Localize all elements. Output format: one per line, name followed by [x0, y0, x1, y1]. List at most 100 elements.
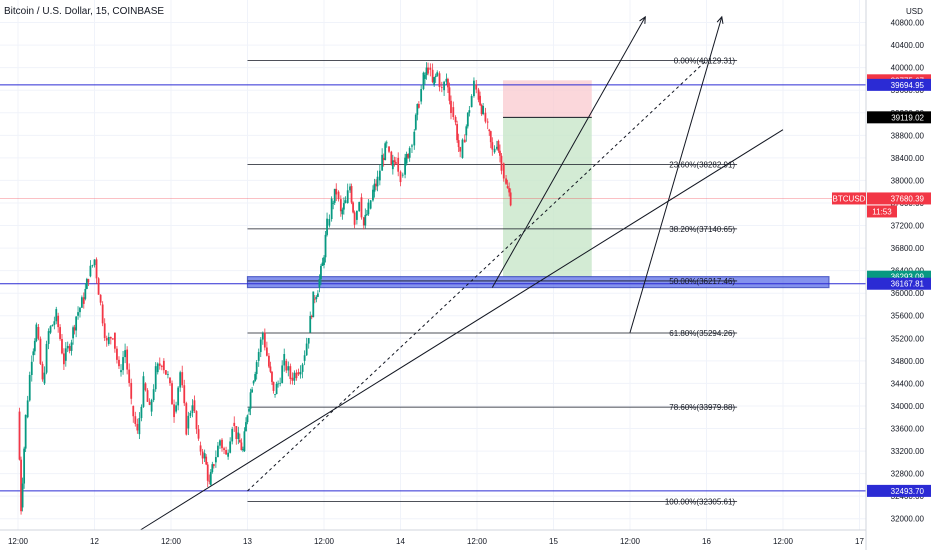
candle-body	[257, 352, 260, 361]
candle-body	[105, 337, 108, 341]
candle-body	[381, 154, 384, 171]
candle-body	[187, 415, 190, 429]
countdown-text: 11:53	[872, 207, 892, 216]
candle-body	[360, 197, 363, 218]
candle-body	[399, 171, 402, 183]
candle-body	[84, 288, 87, 299]
candle-body	[132, 405, 135, 417]
candle-body	[445, 78, 448, 82]
candle-body	[293, 372, 296, 381]
candle-body	[454, 116, 457, 123]
candle-body	[312, 291, 315, 318]
candle-body	[495, 146, 498, 149]
fib-level-label: 50.00%(36217.46)	[669, 277, 735, 286]
symbol-tag-text: BTCUSD	[833, 194, 866, 203]
candle-body	[330, 198, 333, 220]
candles-layer	[18, 62, 512, 515]
projection-arrow[interactable]	[491, 16, 646, 288]
trendline[interactable]	[140, 129, 784, 531]
candle-body	[456, 124, 459, 141]
candle-body	[318, 279, 321, 288]
candle-body	[189, 412, 192, 416]
candle-body	[89, 265, 92, 277]
candle-body	[80, 297, 83, 308]
candle-body	[142, 376, 145, 407]
candle-body	[299, 371, 302, 375]
candle-body	[376, 176, 379, 187]
candle-body	[225, 450, 227, 455]
candle-body	[249, 392, 252, 409]
candle-body	[126, 349, 129, 370]
candle-body	[475, 84, 478, 90]
candle-body	[310, 315, 313, 318]
candle-body	[297, 372, 300, 375]
candle-body	[434, 75, 437, 78]
fib-level-label: 38.20%(37140.65)	[669, 225, 735, 234]
candle-body	[103, 323, 106, 338]
fib-level-label: 78.60%(33979.88)	[669, 403, 735, 412]
candle-body	[277, 383, 279, 385]
candle-body	[378, 170, 381, 181]
candle-body	[33, 340, 36, 352]
candle-body	[51, 324, 54, 327]
projection-arrow[interactable]	[629, 16, 723, 333]
candle-body	[429, 67, 432, 70]
candle-body	[486, 121, 489, 123]
candle-body	[235, 426, 238, 440]
candle-body	[197, 429, 200, 439]
candle-body	[99, 294, 102, 303]
candle-body	[118, 359, 120, 367]
symbol-title[interactable]: Bitcoin / U.S. Dollar, 15, COINBASE	[4, 6, 164, 17]
candle-body	[57, 315, 60, 328]
drawings-layer[interactable]	[140, 15, 784, 531]
trendline[interactable]	[247, 60, 707, 492]
candle-body	[316, 293, 319, 297]
candle-body	[70, 342, 73, 351]
y-tick-label: 35200.00	[891, 334, 925, 343]
candle-body	[401, 174, 404, 176]
candle-body	[203, 453, 206, 459]
x-tick-label: 17	[855, 537, 864, 546]
candle-body	[502, 163, 505, 179]
candle-body	[353, 212, 356, 225]
arrow-head	[639, 15, 646, 24]
x-tick-label: 13	[243, 537, 252, 546]
fib-level-label: 0.00%(40129.31)	[674, 56, 736, 65]
candle-body	[369, 200, 372, 209]
zones-layer	[246, 80, 830, 289]
y-tick-label: 34400.00	[891, 379, 925, 388]
candle-body	[134, 416, 137, 424]
candle-body	[53, 321, 56, 325]
candle-body	[227, 452, 230, 457]
currency-label[interactable]: USD	[906, 7, 923, 16]
fib-level-label: 61.80%(35294.26)	[669, 329, 735, 338]
candle-body	[484, 112, 487, 122]
candle-body	[154, 366, 157, 390]
candle-body	[201, 451, 204, 459]
candle-body	[97, 278, 100, 295]
candle-body	[64, 348, 67, 361]
candle-body	[447, 78, 449, 88]
candle-body	[243, 431, 246, 452]
candle-body	[265, 347, 268, 356]
candle-body	[309, 315, 312, 333]
candle-body	[321, 262, 324, 266]
candle-body	[382, 157, 385, 161]
candle-body	[136, 423, 139, 431]
price-tag-text: 37680.39	[891, 194, 925, 203]
candle-body	[479, 95, 481, 106]
candle-body	[95, 259, 98, 279]
y-tick-label: 40800.00	[891, 19, 925, 28]
y-tick-label: 36000.00	[891, 289, 925, 298]
candle-body	[482, 106, 485, 115]
levels-layer: 0.00%(40129.31) 23.60%(38282.91) 38.20%(37…	[0, 56, 866, 506]
candle-body	[433, 77, 436, 85]
candle-body	[470, 96, 473, 108]
fib-level-label: 100.00%(32305.61)	[665, 497, 736, 506]
candle-body	[372, 189, 374, 201]
candle-body	[281, 365, 284, 383]
candle-body	[21, 483, 24, 508]
